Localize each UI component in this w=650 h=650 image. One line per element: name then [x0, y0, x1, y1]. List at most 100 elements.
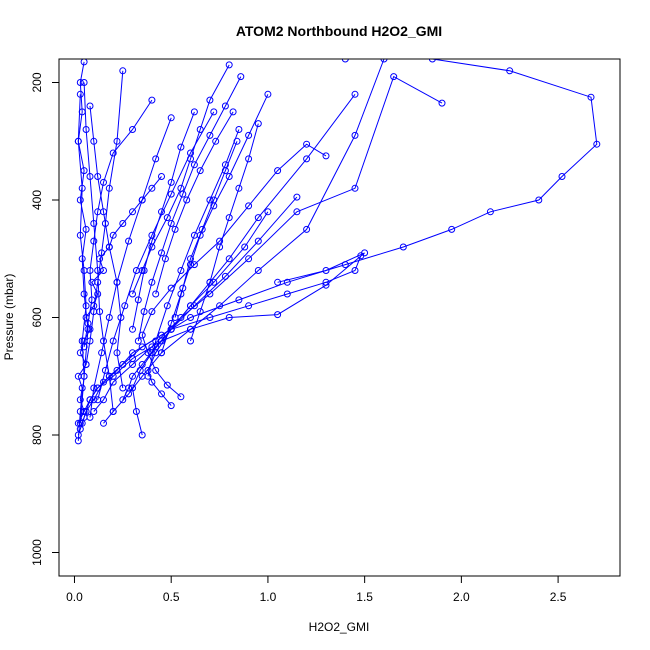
data-point [90, 137, 98, 145]
chart-title: ATOM2 Northbound H2O2_GMI [236, 23, 442, 39]
x-tick-label: 1.0 [260, 590, 277, 604]
data-point [148, 96, 156, 104]
data-point [119, 361, 127, 368]
data-point [428, 59, 436, 63]
data-point [206, 314, 214, 321]
data-point [293, 208, 301, 216]
data-point [94, 208, 102, 216]
data-point [187, 255, 194, 263]
y-tick-label: 400 [30, 190, 44, 210]
data-point [438, 99, 446, 107]
data-point [163, 302, 171, 310]
data-point [109, 408, 117, 415]
data-point [94, 396, 102, 404]
data-point [167, 190, 175, 198]
data-point [274, 311, 282, 319]
data-point [94, 290, 102, 298]
data-point [171, 225, 179, 233]
data-point [351, 90, 359, 98]
data-point [235, 296, 243, 304]
data-point [86, 396, 94, 404]
data-point [351, 131, 359, 139]
y-axis: 200 400 600 800 1000 [30, 72, 60, 566]
data-point [82, 302, 90, 310]
data-point [216, 302, 224, 310]
data-point [148, 308, 156, 316]
data-point [119, 67, 127, 75]
data-point [283, 278, 291, 286]
data-point [341, 59, 349, 63]
data-point [144, 372, 152, 380]
data-point [74, 437, 82, 445]
data-point [109, 149, 117, 157]
profile-line-11 [141, 143, 327, 398]
data-point [129, 372, 136, 380]
data-point [210, 108, 218, 116]
data-point [158, 349, 165, 357]
y-tick-label: 1000 [30, 539, 44, 566]
data-point [96, 255, 104, 263]
data-point [167, 114, 175, 122]
data-point [94, 173, 102, 180]
data-point [179, 284, 187, 292]
data-point [138, 331, 146, 339]
data-point [190, 108, 198, 116]
data-point [245, 202, 253, 210]
data-point [190, 231, 198, 239]
profile-line-7 [103, 59, 385, 424]
data-point [196, 126, 204, 133]
data-point [212, 137, 220, 145]
data-point [225, 173, 233, 180]
data-points [74, 59, 601, 445]
data-point [138, 431, 146, 439]
data-point [264, 208, 272, 216]
profile-line-19 [89, 117, 172, 418]
data-point [132, 267, 140, 274]
data-point [245, 302, 253, 310]
data-point [100, 178, 107, 186]
data-point [245, 255, 253, 263]
data-point [129, 384, 136, 392]
data-point [129, 290, 136, 298]
data-point [76, 196, 84, 204]
profile-line-21 [85, 70, 124, 365]
data-point [105, 314, 113, 321]
data-point [254, 237, 262, 245]
data-point [86, 337, 94, 345]
data-point [148, 378, 156, 386]
data-point [187, 149, 194, 157]
data-point [134, 337, 142, 345]
data-point [80, 167, 88, 175]
data-point [254, 214, 262, 222]
profile-line-22 [83, 99, 153, 347]
data-point [303, 140, 311, 148]
data-point [167, 319, 175, 327]
data-point [190, 161, 198, 169]
data-point [177, 143, 185, 151]
data-point [80, 59, 88, 66]
data-point [90, 237, 98, 245]
profile-line-25 [137, 76, 242, 342]
data-point [100, 419, 107, 427]
data-point [90, 384, 98, 392]
profile-line-23 [155, 111, 234, 295]
profile-line-2 [77, 59, 598, 436]
data-point [158, 208, 165, 216]
data-point [100, 337, 107, 345]
data-point [76, 349, 84, 357]
data-point [140, 267, 148, 274]
data-point [187, 325, 194, 333]
data-point [593, 140, 601, 148]
data-point [82, 126, 90, 133]
data-point [171, 314, 179, 321]
data-point [190, 261, 198, 269]
data-point [206, 96, 214, 104]
data-point [109, 337, 117, 345]
data-point [84, 319, 92, 327]
data-point [94, 278, 102, 286]
data-point [167, 284, 175, 292]
x-tick-label: 0.0 [66, 590, 83, 604]
data-point [221, 167, 229, 175]
data-point [86, 267, 94, 274]
data-point [105, 372, 113, 380]
